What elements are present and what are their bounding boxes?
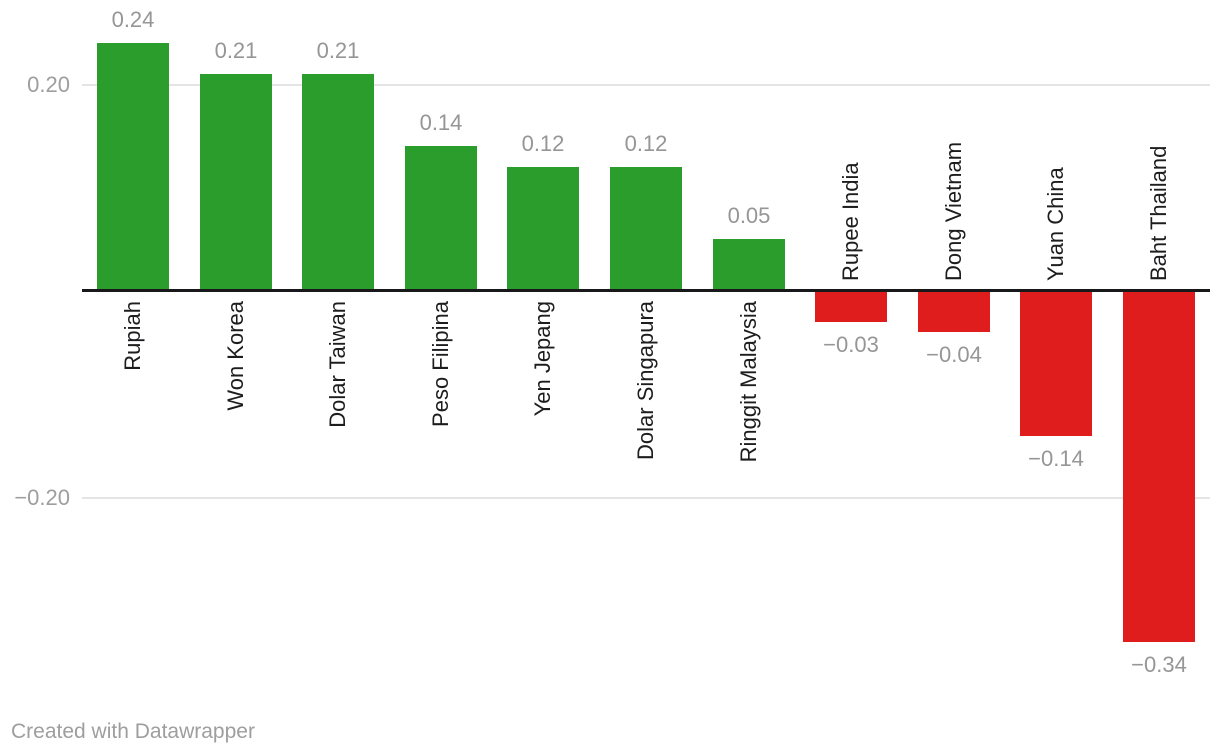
value-label: 0.12 <box>521 131 565 156</box>
bar-rupiah <box>97 43 169 291</box>
category-label: Ringgit Malaysia <box>736 301 761 463</box>
bar-yuan-china <box>1020 291 1092 436</box>
zero-baseline <box>82 289 1210 292</box>
value-label: 0.21 <box>214 38 258 63</box>
category-label: Dolar Singapura <box>633 301 658 460</box>
category-label: Dolar Taiwan <box>325 301 350 428</box>
y-axis-tick-label: 0.20 <box>27 72 70 97</box>
gridline <box>82 84 1210 86</box>
category-label: Dong Vietnam <box>941 141 966 281</box>
category-label: Peso Filipina <box>428 301 453 427</box>
category-label: Rupee India <box>838 162 863 281</box>
category-label: Yuan China <box>1043 167 1068 281</box>
category-label: Yen Jepang <box>530 301 555 417</box>
datawrapper-credit-link[interactable]: Created with Datawrapper <box>11 720 255 743</box>
bar-yen-jepang <box>507 167 579 291</box>
bar-dong-vietnam <box>918 291 990 332</box>
value-label: 0.14 <box>419 110 463 135</box>
value-label: 0.12 <box>624 131 668 156</box>
bar-rupee-india <box>815 291 887 322</box>
category-label: Rupiah <box>120 301 145 371</box>
value-label: −0.04 <box>926 342 982 367</box>
bar-won-korea <box>200 74 272 291</box>
bar-peso-filipina <box>405 146 477 291</box>
bar-baht-thailand <box>1123 291 1195 642</box>
value-label: −0.34 <box>1131 652 1187 677</box>
value-label: 0.05 <box>727 203 771 228</box>
bar-dolar-taiwan <box>302 74 374 291</box>
value-label: 0.24 <box>111 7 155 32</box>
category-label: Baht Thailand <box>1146 145 1171 281</box>
bar-dolar-singapura <box>610 167 682 291</box>
value-label: 0.21 <box>316 38 360 63</box>
gridline <box>82 497 1210 499</box>
bar-ringgit-malaysia <box>713 239 785 291</box>
category-label: Won Korea <box>223 301 248 411</box>
value-label: −0.03 <box>823 332 879 357</box>
y-axis-tick-label: −0.20 <box>14 485 70 510</box>
value-label: −0.14 <box>1028 446 1084 471</box>
